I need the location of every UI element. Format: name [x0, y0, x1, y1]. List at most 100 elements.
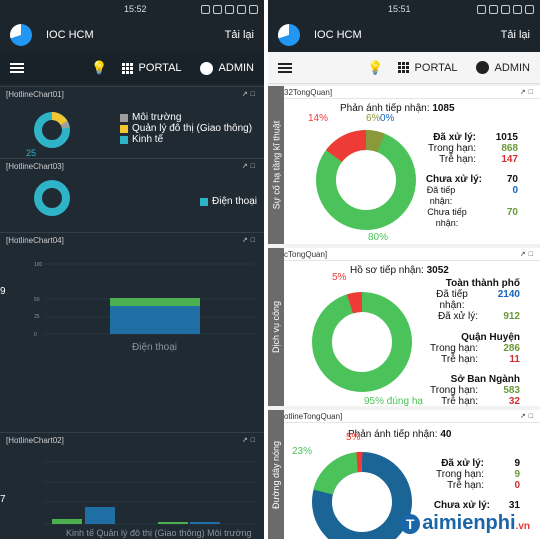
heading-value: 3052: [426, 265, 449, 276]
hotline-chart01-panel: [HotlineChart01] ↗□ 25 Môi trường Quản l…: [0, 86, 264, 158]
legend-item: Điện thoại: [200, 196, 257, 207]
p1-donut-chart: [316, 130, 416, 230]
toolbar: 💡 PORTAL ADMIN: [268, 52, 540, 84]
stat-label: Đã tiếp nhận:: [436, 289, 468, 311]
donut-slice-moi-truong: [60, 120, 70, 129]
legend-label: Điện thoại: [212, 196, 258, 207]
chart04-side-value: 9: [0, 286, 6, 297]
menu-icon[interactable]: [10, 63, 24, 73]
stat-label: Trong hạn:: [428, 143, 476, 154]
pct-green-label: 80%: [368, 232, 389, 243]
menu-icon[interactable]: [278, 62, 292, 73]
chart01-legend: Môi trường Quản lý đô thị (Giao thông) K…: [120, 112, 252, 145]
stat-value: 0: [514, 480, 520, 491]
bar-green: [158, 522, 188, 524]
panel-controls[interactable]: ↗□: [241, 163, 258, 170]
chart04-bar-chart: 100 50 25 0 Điện thoại: [34, 262, 255, 353]
stat-value: 0: [512, 185, 518, 196]
panel-controls[interactable]: ↗□: [241, 91, 258, 98]
pct-red-label: 5%: [346, 432, 361, 443]
panel-controls[interactable]: ↗□: [241, 237, 258, 244]
stat-chua-xu-ly: Chưa xử lý: 31: [426, 500, 520, 511]
lightbulb-icon[interactable]: 💡: [367, 59, 384, 75]
user-icon: [199, 61, 213, 75]
stat-label: Trong hạn:: [436, 469, 484, 480]
admin-button[interactable]: ADMIN: [475, 61, 530, 74]
panel-controls[interactable]: ↗□: [241, 437, 258, 444]
panel-title: [HotlineChart02]: [6, 435, 64, 445]
status-bar: 15:52: [0, 0, 264, 18]
stat-toan-thanh-pho: Toàn thành phố Đã tiếp nhận: 2140 Đã xử …: [426, 278, 520, 322]
stat-label: Đã tiếp nhận:: [426, 185, 456, 206]
donut-slice-olive: [365, 130, 385, 153]
hotline-chart04-panel: [HotlineChart04] ↗□ 9 100 50 25 0 Điện t…: [0, 232, 264, 428]
stat-value: 147: [501, 154, 518, 165]
legend-swatch: [120, 124, 128, 133]
portal-button[interactable]: PORTAL: [121, 62, 182, 74]
panel-title: otlineTongQuan]: [284, 411, 343, 421]
reload-button[interactable]: Tải lại: [500, 29, 530, 41]
pct-green-label: 95% đúng hạ: [364, 396, 423, 407]
panel-header: [HotlineChart03] ↗□: [0, 158, 264, 173]
stat-title: Quận Huyện: [461, 332, 520, 343]
signal-icon: [237, 4, 246, 14]
watermark-text: aimienphi: [422, 512, 516, 534]
side-label-text: Sự cố hạ tầng kĩ thuật: [271, 120, 281, 210]
y-tick-label: 100: [34, 262, 43, 268]
right-phone-screen: 15:51 IOC HCM Tải lại 💡 PORTAL ADMIN 32T…: [268, 0, 540, 539]
battery-icon: [249, 4, 258, 14]
heading-value: 40: [440, 429, 452, 440]
wifi-icon: [501, 4, 510, 14]
portal-button[interactable]: PORTAL: [397, 61, 458, 74]
bluetooth-icon: [213, 4, 222, 14]
donut-slice-red: [346, 292, 363, 314]
chart03-legend: Điện thoại: [200, 196, 257, 207]
legend-label: Quản lý đô thị (Giao thông): [132, 123, 253, 134]
legend-swatch: [200, 197, 208, 206]
stat-label: Trong hạn:: [430, 343, 478, 354]
stat-value: 583: [503, 385, 520, 396]
panel-title: 32TongQuan]: [284, 87, 333, 97]
panel-header: [HotlineChart01] ↗□: [0, 86, 264, 101]
status-time: 15:51: [388, 4, 411, 14]
x-category-label: Điện thoại: [132, 342, 177, 353]
alarm-icon: [201, 4, 210, 14]
reload-button[interactable]: Tải lại: [224, 29, 254, 41]
legend-swatch: [120, 135, 128, 144]
heading-label: Hồ sơ tiếp nhận:: [350, 265, 424, 276]
bar-blue: [110, 306, 200, 334]
grid-icon: [397, 62, 409, 73]
stat-so-ban-nganh: Sở Ban Ngành Trong hạn: 583 Trễ hạn: 32: [426, 374, 520, 407]
panel-header: otlineTongQuan] ↗□: [268, 410, 540, 423]
chart02-side-value: 7: [0, 494, 6, 505]
stat-title: Đã xử lý:: [441, 458, 484, 469]
portal-label: PORTAL: [414, 61, 458, 74]
donut-slice-green: [312, 292, 412, 392]
left-phone-screen: 15:52 IOC HCM Tải lại 💡 PORTAL ADMIN [Ho…: [0, 0, 264, 539]
donut-slice-green: [313, 451, 363, 496]
admin-button[interactable]: ADMIN: [199, 61, 254, 75]
status-bar: 15:51: [268, 0, 540, 18]
stat-da-xu-ly: Đã xử lý: 9 Trong hạn: 9 Trễ hạn: 0: [426, 458, 520, 491]
bar-blue: [85, 507, 115, 524]
portal-label: PORTAL: [138, 62, 182, 74]
admin-label: ADMIN: [494, 61, 530, 74]
pct-green-label: 23%: [292, 446, 313, 457]
donut-slice-red: [326, 130, 367, 163]
stat-value: 286: [503, 343, 520, 354]
heading-label: Phản ánh tiếp nhận:: [340, 103, 430, 114]
app-title: IOC HCM: [46, 29, 94, 41]
stat-label: Trễ hạn:: [447, 480, 484, 491]
stat-label: Chưa tiếp nhận:: [427, 207, 467, 228]
chart04-axis: 100 50 25 0: [34, 262, 43, 338]
status-time: 15:52: [124, 4, 147, 14]
p2-donut-chart: [312, 292, 412, 392]
panel-controls[interactable]: ↗□: [519, 89, 536, 96]
panel-controls[interactable]: ↗□: [519, 413, 536, 420]
panel-controls[interactable]: ↗□: [519, 251, 536, 258]
legend-item: Kinh tế: [120, 134, 252, 145]
heading-label: Phản ánh tiếp nhận:: [348, 429, 438, 440]
lightbulb-icon[interactable]: 💡: [91, 60, 108, 75]
signal-icon: [513, 4, 522, 14]
app-title: IOC HCM: [314, 29, 362, 41]
